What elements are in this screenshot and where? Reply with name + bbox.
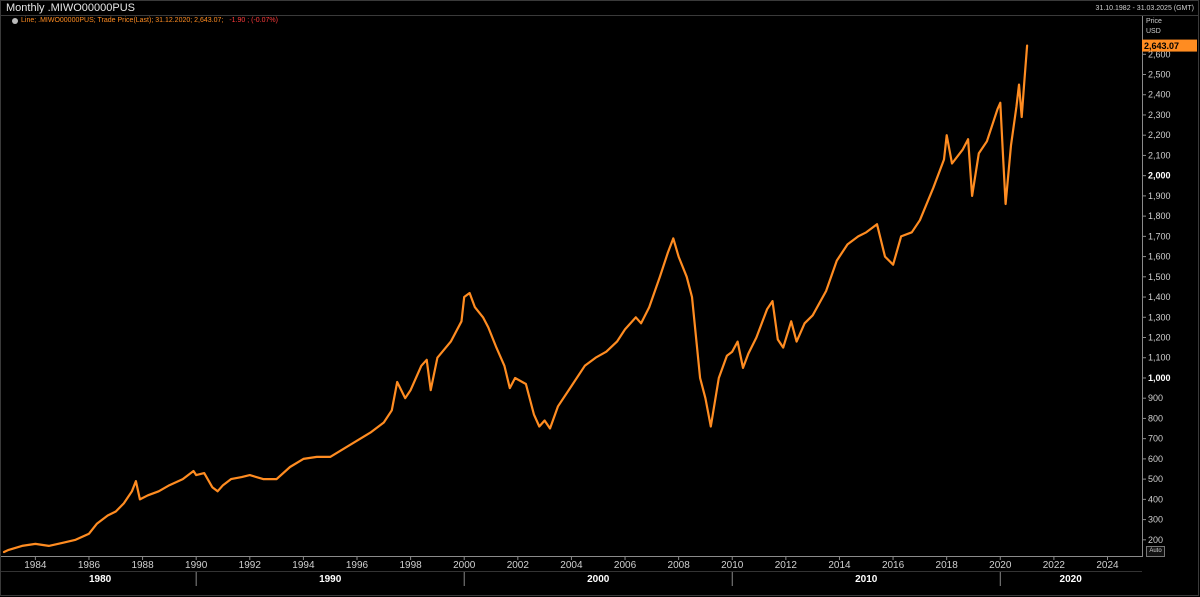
x-tick-label: 2020: [989, 560, 1012, 571]
y-tick-label: 2,100: [1148, 150, 1171, 160]
y-tick-label: 2,500: [1148, 70, 1171, 80]
y-tick-label: 2,400: [1148, 90, 1171, 100]
y-tick-label: 500: [1148, 474, 1163, 484]
x-axis: 1984 1986 1988 1990 1992 1994 1996 1998 2000 2002…: [24, 556, 1119, 586]
y-tick-label: 1,800: [1148, 211, 1171, 221]
y-tick-label: 2,600: [1148, 49, 1171, 59]
decade-label: 1980: [89, 574, 112, 585]
x-tick-label: 2010: [721, 560, 744, 571]
y-tick-label: 400: [1148, 494, 1163, 504]
y-tick-label: 1,100: [1148, 353, 1171, 363]
y-tick-label: 1,200: [1148, 333, 1171, 343]
x-tick-label: 1992: [239, 560, 262, 571]
y-tick-label: 1,600: [1148, 252, 1171, 262]
legend-series-text: Line; .MIWO00000PUS; Trade Price(Last); …: [21, 17, 224, 24]
x-tick-label: 2000: [453, 560, 476, 571]
y-tick-label: 2,200: [1148, 130, 1171, 140]
auto-scale-button[interactable]: Auto: [1146, 546, 1165, 557]
y-axis-title-currency: USD: [1146, 28, 1161, 35]
price-series-line: [2, 44, 1029, 554]
x-tick-label: 1998: [399, 560, 422, 571]
x-tick-label: 2002: [507, 560, 530, 571]
plot-area: [2, 44, 1029, 554]
decade-label: 1990: [319, 574, 342, 585]
y-tick-label: 1,500: [1148, 272, 1171, 282]
decade-label: 2020: [1060, 574, 1083, 585]
x-tick-label: 2014: [828, 560, 851, 571]
y-tick-label: 600: [1148, 454, 1163, 464]
x-tick-label: 1996: [346, 560, 369, 571]
y-tick-label: 2,300: [1148, 110, 1171, 120]
y-tick-label: 1,400: [1148, 292, 1171, 302]
y-tick-label: 900: [1148, 393, 1163, 403]
x-tick-label: 2004: [560, 560, 583, 571]
y-tick-label: 1,700: [1148, 231, 1171, 241]
y-tick-label: 200: [1148, 535, 1163, 545]
y-tick-label: 1,900: [1148, 191, 1171, 201]
legend[interactable]: Line; .MIWO00000PUS; Trade Price(Last); …: [12, 17, 278, 24]
y-axis-title: Price USD: [1146, 17, 1162, 37]
y-tick-label: 1,000: [1148, 373, 1171, 383]
x-tick-label: 2016: [882, 560, 905, 571]
decade-label: 2000: [587, 574, 610, 585]
date-range: 31.10.1982 - 31.03.2025 (GMT): [1095, 5, 1194, 12]
last-value-label: 2,643.07: [1144, 41, 1179, 51]
x-tick-label: 2006: [614, 560, 637, 571]
x-tick-label: 1990: [185, 560, 208, 571]
x-tick-label: 1988: [131, 560, 154, 571]
chart-title: Monthly .MIWO00000PUS: [6, 2, 135, 14]
x-tick-label: 2012: [775, 560, 798, 571]
x-tick-label: 2018: [936, 560, 959, 571]
y-tick-label: 700: [1148, 434, 1163, 444]
x-tick-label: 1994: [292, 560, 315, 571]
last-value-marker: 2,643.07: [1142, 39, 1197, 52]
last-value-box: [1142, 39, 1197, 52]
x-tick-label: 2024: [1096, 560, 1119, 571]
y-tick-label: 300: [1148, 515, 1163, 525]
y-axis-title-price: Price: [1146, 18, 1162, 25]
y-tick-label: 1,300: [1148, 312, 1171, 322]
y-axis: 200 300 400 500 600 700 800 900 1,000 1,100 1,200 1…: [1142, 49, 1171, 545]
x-tick-label: 1986: [78, 560, 101, 571]
decade-label: 2010: [855, 574, 878, 585]
y-tick-label: 800: [1148, 413, 1163, 423]
legend-change-text: -1.90 ; (-0.07%): [229, 17, 278, 24]
series-settings-icon[interactable]: [12, 17, 18, 24]
x-tick-label: 1984: [24, 560, 47, 571]
y-tick-label: 2,000: [1148, 171, 1171, 181]
x-tick-label: 2008: [668, 560, 691, 571]
x-tick-label: 2022: [1043, 560, 1066, 571]
